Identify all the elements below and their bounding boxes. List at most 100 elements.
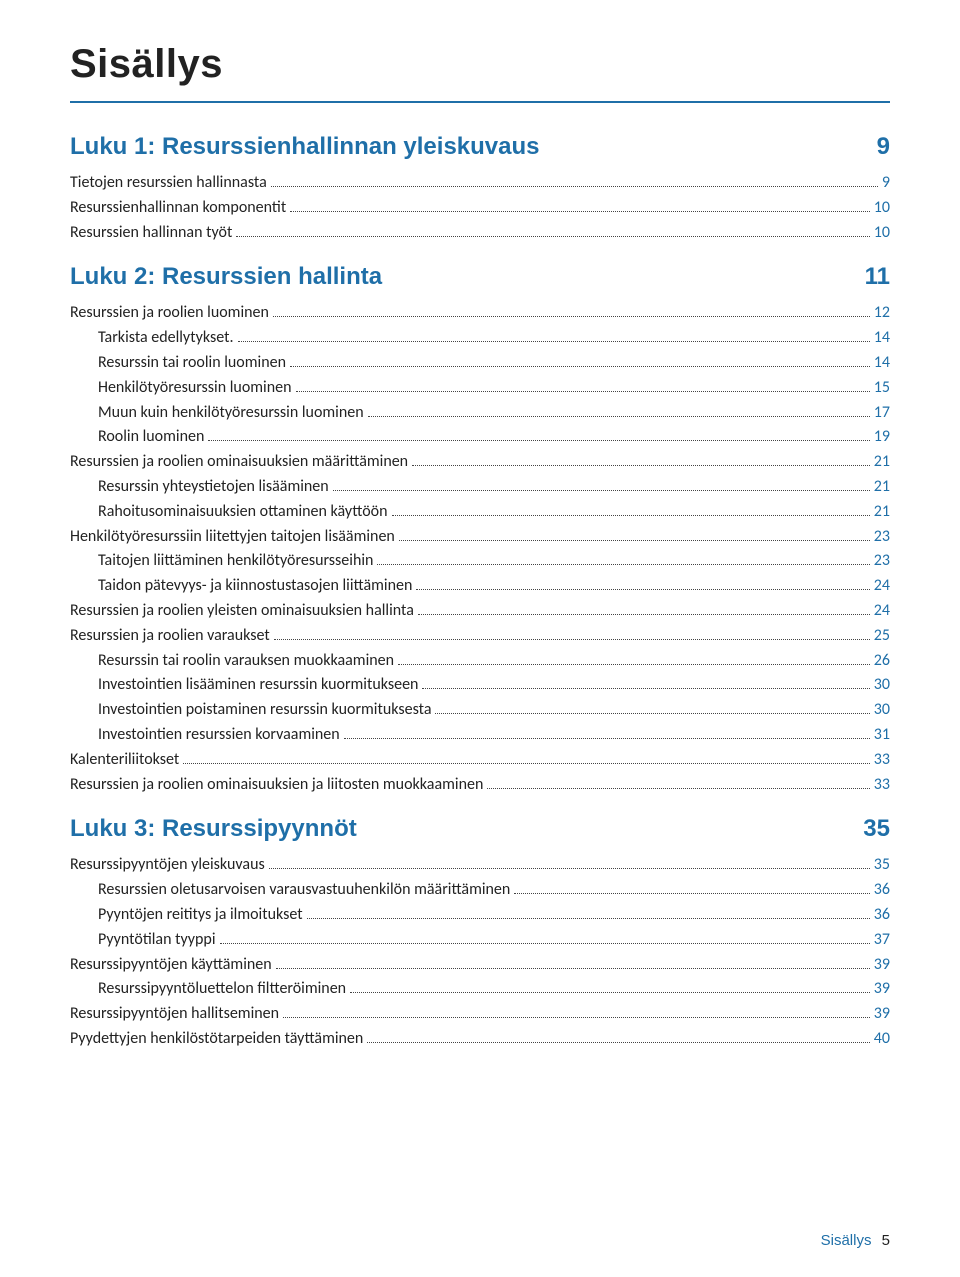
toc-entry-page: 14 xyxy=(874,326,890,351)
toc-entry: Resurssien ja roolien ominaisuuksien ja … xyxy=(70,773,890,798)
chapter-entries: Resurssipyyntöjen yleiskuvaus 35Resurssie… xyxy=(70,853,890,1051)
toc-leader xyxy=(435,713,869,714)
toc-leader xyxy=(333,490,870,491)
chapter-title: Luku 1: Resurssienhallinnan yleiskuvaus xyxy=(70,133,540,161)
toc-entry-label: Resurssien ja roolien luominen xyxy=(70,301,269,326)
toc-entry-page: 35 xyxy=(874,853,890,878)
toc-entry-page: 21 xyxy=(874,450,890,475)
toc-entry-page: 40 xyxy=(874,1027,890,1052)
toc-entry-page: 9 xyxy=(882,171,890,196)
chapter-entries: Resurssien ja roolien luominen12Tarkista… xyxy=(70,301,890,797)
toc-entry-label: Resurssipyyntöjen yleiskuvaus xyxy=(70,853,265,878)
toc-entry-page: 33 xyxy=(874,773,890,798)
toc-entry: Tarkista edellytykset. 14 xyxy=(70,326,890,351)
toc-entry: Henkilötyöresurssiin liitettyjen taitoje… xyxy=(70,525,890,550)
toc-entry-page: 33 xyxy=(874,748,890,773)
toc-entry: Investointien lisääminen resurssin kuorm… xyxy=(70,673,890,698)
toc-entry: Taidon pätevyys- ja kiinnostustasojen li… xyxy=(70,574,890,599)
toc-entry: Resurssin yhteystietojen lisääminen21 xyxy=(70,475,890,500)
toc-entry: Resurssien hallinnan työt10 xyxy=(70,221,890,246)
toc-entry: Pyydettyjen henkilöstötarpeiden täyttämi… xyxy=(70,1027,890,1052)
toc-entry-page: 30 xyxy=(874,673,890,698)
toc-entry-label: Resurssipyyntöluettelon filtteröiminen xyxy=(98,977,346,1002)
toc-entry-label: Rahoitusominaisuuksien ottaminen käyttöö… xyxy=(98,500,388,525)
toc-entry-page: 39 xyxy=(874,1002,890,1027)
toc-entry-label: Investointien resurssien korvaaminen xyxy=(98,723,340,748)
toc-entry-label: Resurssipyyntöjen käyttäminen xyxy=(70,953,272,978)
document-page: Sisällys Luku 1: Resurssienhallinnan yle… xyxy=(0,0,960,1277)
toc-leader xyxy=(271,186,878,187)
page-footer: Sisällys 5 xyxy=(821,1232,890,1249)
toc-entry-label: Pyydettyjen henkilöstötarpeiden täyttämi… xyxy=(70,1027,363,1052)
toc-entry-page: 37 xyxy=(874,928,890,953)
toc-entry-page: 23 xyxy=(874,525,890,550)
toc-entry: Rahoitusominaisuuksien ottaminen käyttöö… xyxy=(70,500,890,525)
toc-leader xyxy=(350,992,870,993)
toc-entry: Resurssin tai roolin luominen14 xyxy=(70,351,890,376)
table-of-contents: Luku 1: Resurssienhallinnan yleiskuvaus9… xyxy=(70,133,890,1052)
toc-entry: Resurssipyyntöjen hallitseminen 39 xyxy=(70,1002,890,1027)
toc-entry-page: 12 xyxy=(874,301,890,326)
toc-entry-label: Resurssien ja roolien yleisten ominaisuu… xyxy=(70,599,414,624)
page-title: Sisällys xyxy=(70,42,890,87)
toc-entry-page: 23 xyxy=(874,549,890,574)
toc-entry: Roolin luominen 19 xyxy=(70,425,890,450)
chapter-page: 11 xyxy=(865,263,890,291)
chapter-entries: Tietojen resurssien hallinnasta 9 Resurssi… xyxy=(70,171,890,245)
toc-leader xyxy=(514,893,869,894)
toc-leader xyxy=(344,738,870,739)
toc-leader xyxy=(416,589,869,590)
toc-entry-label: Muun kuin henkilötyöresurssin luominen xyxy=(98,401,364,426)
toc-entry-page: 31 xyxy=(874,723,890,748)
toc-leader xyxy=(236,236,869,237)
toc-entry: Taitojen liittäminen henkilötyöresurssei… xyxy=(70,549,890,574)
toc-leader xyxy=(368,416,870,417)
toc-entry-label: Tarkista edellytykset. xyxy=(98,326,234,351)
toc-leader xyxy=(274,639,870,640)
toc-leader xyxy=(276,968,870,969)
toc-entry-page: 10 xyxy=(874,196,890,221)
toc-entry-page: 39 xyxy=(874,953,890,978)
toc-entry-page: 25 xyxy=(874,624,890,649)
toc-leader xyxy=(367,1042,869,1043)
toc-leader xyxy=(307,918,870,919)
toc-leader xyxy=(238,341,870,342)
toc-entry-page: 17 xyxy=(874,401,890,426)
toc-entry: Resurssipyyntöjen käyttäminen 39 xyxy=(70,953,890,978)
toc-leader xyxy=(399,540,870,541)
toc-entry: Investointien poistaminen resurssin kuor… xyxy=(70,698,890,723)
toc-leader xyxy=(290,366,870,367)
toc-entry-page: 24 xyxy=(874,574,890,599)
toc-entry: Resurssien oletusarvoisen varausvastuuhe… xyxy=(70,878,890,903)
chapter-heading: Luku 2: Resurssien hallinta11 xyxy=(70,263,890,291)
toc-entry-page: 39 xyxy=(874,977,890,1002)
toc-entry-label: Henkilötyöresurssin luominen xyxy=(98,376,292,401)
footer-label: Sisällys xyxy=(821,1232,872,1249)
title-underline xyxy=(70,101,890,103)
toc-entry: Resurssin tai roolin varauksen muokkaami… xyxy=(70,649,890,674)
toc-entry: Tietojen resurssien hallinnasta 9 xyxy=(70,171,890,196)
toc-entry-label: Taidon pätevyys- ja kiinnostustasojen li… xyxy=(98,574,412,599)
toc-entry: Resurssien ja roolien yleisten ominaisuu… xyxy=(70,599,890,624)
toc-leader xyxy=(283,1017,870,1018)
toc-leader xyxy=(290,211,870,212)
toc-leader xyxy=(273,316,870,317)
chapter-heading: Luku 1: Resurssienhallinnan yleiskuvaus9 xyxy=(70,133,890,161)
toc-leader xyxy=(220,943,870,944)
toc-leader xyxy=(208,440,869,441)
toc-entry-label: Resurssien ja roolien ominaisuuksien ja … xyxy=(70,773,483,798)
toc-entry-label: Tietojen resurssien hallinnasta xyxy=(70,171,267,196)
toc-leader xyxy=(487,788,869,789)
toc-entry-label: Resurssipyyntöjen hallitseminen xyxy=(70,1002,279,1027)
toc-entry-page: 19 xyxy=(874,425,890,450)
footer-page-number: 5 xyxy=(882,1232,890,1249)
toc-entry-label: Resurssien hallinnan työt xyxy=(70,221,232,246)
toc-entry-page: 36 xyxy=(874,878,890,903)
toc-entry: Resurssipyyntöjen yleiskuvaus 35 xyxy=(70,853,890,878)
chapter-heading: Luku 3: Resurssipyynnöt35 xyxy=(70,815,890,843)
toc-entry-label: Resurssien ja roolien ominaisuuksien mää… xyxy=(70,450,408,475)
toc-entry-label: Roolin luominen xyxy=(98,425,204,450)
toc-leader xyxy=(269,868,870,869)
toc-entry-page: 26 xyxy=(874,649,890,674)
toc-entry-label: Investointien poistaminen resurssin kuor… xyxy=(98,698,431,723)
